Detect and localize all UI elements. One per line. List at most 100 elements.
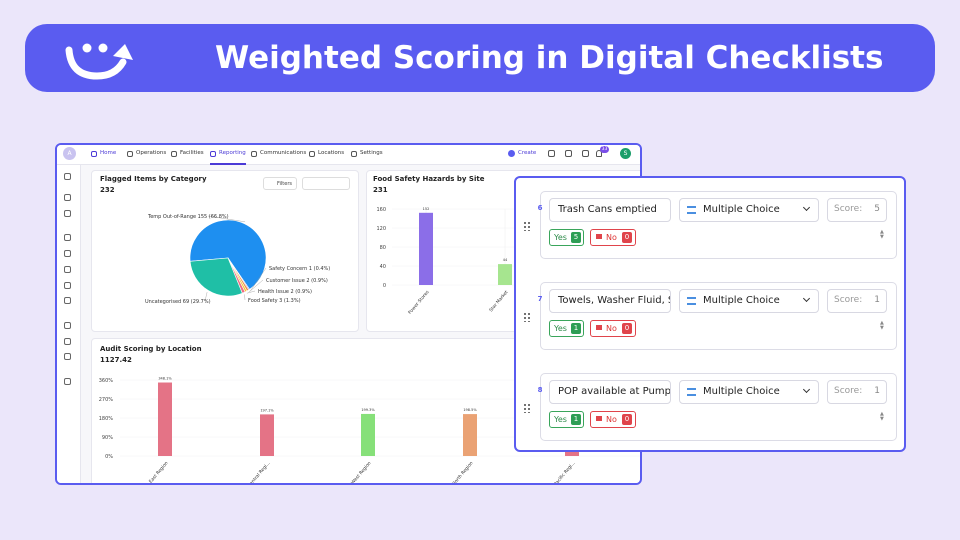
- nav-icon: [91, 151, 97, 157]
- bar-value-label: 348.1%: [158, 377, 172, 381]
- yes-option[interactable]: Yes 1: [549, 320, 584, 337]
- score-box[interactable]: Score: 1: [827, 289, 887, 313]
- sidebar-icon: [64, 173, 71, 180]
- nav-item[interactable]: Facilities: [180, 150, 204, 156]
- sidebar-icon: [64, 194, 71, 201]
- y-tick-label: 90%: [102, 435, 113, 441]
- yes-score: 5: [571, 232, 581, 243]
- no-option[interactable]: No 0: [590, 411, 636, 428]
- y-tick-label: 180%: [99, 416, 114, 422]
- card-total: 1127.42: [100, 356, 132, 364]
- spinner: ▲ ▼: [880, 320, 884, 331]
- nav-icon: [309, 151, 315, 157]
- leader-line: [204, 292, 208, 302]
- banner: Weighted Scoring in Digital Checklists: [25, 24, 935, 92]
- y-tick-label: 0%: [105, 454, 113, 460]
- yes-option[interactable]: Yes 1: [549, 411, 584, 428]
- toolbar-icon: [548, 150, 555, 157]
- sidebar: [57, 165, 81, 483]
- type-label: Multiple Choice: [703, 295, 780, 306]
- checklist-panel: 6 Trash Cans emptied Multiple Choice Score:…: [514, 176, 906, 452]
- notification-badge: 33: [600, 146, 609, 153]
- card-actions: [302, 177, 350, 190]
- question-input[interactable]: Towels, Washer Fluid, Sc: [549, 289, 671, 313]
- avatar: A: [63, 147, 76, 160]
- type-dropdown[interactable]: Multiple Choice: [679, 198, 819, 222]
- y-tick-label: 160: [376, 207, 386, 213]
- nav-item[interactable]: Home: [100, 150, 117, 156]
- x-tick-label: North Region: [451, 460, 475, 485]
- question-number: 7: [537, 295, 543, 303]
- bar: [463, 414, 477, 456]
- sidebar-icon: [64, 353, 71, 360]
- score-label: Score:: [834, 386, 863, 396]
- no-label: No: [606, 415, 617, 424]
- x-tick-label: East Region: [148, 460, 170, 484]
- question-input[interactable]: Trash Cans emptied: [549, 198, 671, 222]
- no-label: No: [606, 233, 617, 242]
- sidebar-icon: [64, 234, 71, 241]
- filters-button[interactable]: Filters: [263, 177, 297, 190]
- chevron: [802, 385, 811, 394]
- nav-item[interactable]: Locations: [318, 150, 345, 156]
- y-tick-label: 80: [380, 245, 386, 251]
- question-number: 8: [537, 386, 543, 394]
- score-label: Score:: [834, 204, 863, 214]
- score-box[interactable]: Score: 5: [827, 198, 887, 222]
- no-score: 0: [622, 323, 632, 334]
- y-tick-label: 270%: [99, 397, 114, 403]
- sidebar-icon: [64, 338, 71, 345]
- list-icon: [687, 388, 696, 396]
- nav-icon: [251, 151, 257, 157]
- leader-line: [248, 279, 264, 293]
- type-label: Multiple Choice: [703, 204, 780, 215]
- no-option[interactable]: No 0: [590, 229, 636, 246]
- card-total: 232: [100, 186, 115, 194]
- bar: [565, 451, 579, 456]
- nav-icon: [127, 151, 133, 157]
- yes-score: 1: [571, 414, 581, 425]
- bar-value-label: 44: [503, 258, 508, 262]
- sidebar-icon: [64, 378, 71, 385]
- question-input[interactable]: POP available at Pumps: [549, 380, 671, 404]
- nav-bar: [57, 145, 640, 165]
- no-score: 0: [622, 414, 632, 425]
- spinner: ▲ ▼: [880, 229, 884, 240]
- card-title: Food Safety Hazards by Site: [373, 175, 485, 183]
- bar-value-label: 198.5%: [463, 408, 477, 412]
- card-title: Flagged Items by Category: [100, 175, 207, 183]
- card-title: Audit Scoring by Location: [100, 345, 202, 353]
- nav-item[interactable]: Settings: [360, 150, 383, 156]
- no-option[interactable]: No 0: [590, 320, 636, 337]
- y-tick-label: 40: [380, 264, 386, 270]
- pie-slice: [189, 219, 267, 290]
- create-button[interactable]: Create: [518, 150, 537, 156]
- yes-option[interactable]: Yes 5: [549, 229, 584, 246]
- pie-label: Uncategorised 69 (29.7%): [145, 299, 211, 305]
- score-box[interactable]: Score: 1: [827, 380, 887, 404]
- drag-handle: [523, 221, 531, 231]
- yes-label: Yes: [554, 324, 567, 333]
- nav-item[interactable]: Communications: [260, 150, 307, 156]
- spinner: ▲ ▼: [880, 411, 884, 422]
- toolbar-icon: [582, 150, 589, 157]
- sidebar-icon: [64, 282, 71, 289]
- nav-item[interactable]: Reporting: [219, 150, 246, 156]
- x-tick-label: Pacific Regi...: [553, 460, 577, 485]
- toolbar-icon: [565, 150, 572, 157]
- y-tick-label: 360%: [99, 378, 114, 384]
- nav-item[interactable]: Operations: [136, 150, 167, 156]
- bar: [419, 212, 433, 285]
- nav-icon: [171, 151, 177, 157]
- bar: [158, 382, 172, 456]
- sidebar-icon: [64, 297, 71, 304]
- list-icon: [687, 206, 696, 214]
- pie-label: Temp Out-of-Range 155 (66.8%): [147, 214, 229, 220]
- type-dropdown[interactable]: Multiple Choice: [679, 380, 819, 404]
- nav-icon: [210, 151, 216, 157]
- type-dropdown[interactable]: Multiple Choice: [679, 289, 819, 313]
- sidebar-icon: [64, 266, 71, 273]
- sidebar-icon: [64, 210, 71, 217]
- flag-icon: [596, 416, 602, 421]
- flag-icon: [596, 234, 602, 239]
